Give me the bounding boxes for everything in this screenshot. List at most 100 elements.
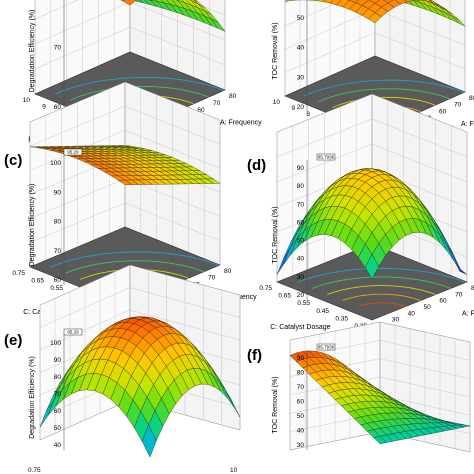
surface-panel: 20 30 40 50 60 70 80 90 TOC Removal (%) 20 30 40 50 6… [247, 93, 474, 331]
z-axis-label: TOC Removal (%) [272, 376, 279, 433]
x-tick-label: 40 [408, 310, 416, 317]
z-tick-label: 40 [54, 442, 62, 449]
z-tick-label: 60 [54, 277, 62, 284]
z-tick-label: 60 [297, 219, 305, 226]
z-tick-label: 90 [297, 165, 305, 172]
x-axis-label: A: Frequency [220, 119, 262, 126]
z-tick-label: 60 [54, 408, 62, 415]
x-tick-label: 60 [439, 298, 447, 305]
surface-cell [419, 0, 427, 2]
z-tick-label: 30 [297, 274, 305, 281]
z-tick-label: 80 [54, 219, 62, 226]
z-tick-label: 70 [54, 248, 62, 255]
surface-cell [141, 424, 157, 458]
z-tick-label: 70 [54, 45, 62, 52]
surface-cell [117, 179, 133, 185]
surface-cell [424, 0, 433, 3]
contour-line [318, 88, 450, 103]
max-value-box [316, 153, 336, 161]
z-tick-label: 30 [297, 442, 305, 449]
bottom-tick-label: 0.75 [28, 467, 41, 474]
surface-cell [412, 0, 421, 1]
y-axis-label: C: Catalyst Dosage [270, 324, 330, 331]
x-tick-label: 70 [208, 275, 216, 282]
wall-gridline [124, 105, 221, 145]
z-axis-label: Degradation Efficiency (%) [29, 184, 36, 267]
panel-letter: (e) [4, 332, 22, 349]
x-tick-label: 70 [454, 102, 462, 109]
z-tick-label: 60 [297, 399, 305, 406]
surface-panel: 30 40 50 60 70 80 90 TOC Removal (%) (f) 85.7936 [247, 321, 471, 453]
panel-letter: (f) [247, 347, 262, 364]
x-tick-label: 70 [455, 291, 463, 298]
z-axis-label: Degradation Efficiency (%) [29, 10, 36, 93]
wall-gridline [379, 340, 471, 361]
contour-line [296, 267, 467, 283]
z-tick-label: 20 [297, 104, 305, 111]
z-tick-label: 60 [54, 104, 62, 111]
z-tick-label: 90 [54, 189, 62, 196]
z-tick-label: 70 [297, 201, 305, 208]
x-tick-label: 80 [471, 285, 474, 292]
z-tick-label: 80 [297, 183, 305, 190]
surface-cell [428, 0, 440, 6]
z-tick-label: 90 [54, 357, 62, 364]
z-tick-label: 70 [54, 391, 62, 398]
contour-line [342, 293, 421, 302]
x-axis-label: A: Frequency [462, 310, 474, 317]
surface-cell [120, 0, 126, 2]
z-tick-label: 20 [297, 292, 305, 299]
x-tick-label: 70 [213, 100, 221, 107]
x-tick-label: 80 [224, 268, 232, 275]
y-tick-label: 10 [23, 97, 31, 104]
z-tick-label: 90 [297, 355, 305, 362]
surface-cell [365, 253, 379, 280]
max-value-label: 95.29 [67, 150, 79, 155]
z-tick-label: 30 [297, 74, 305, 81]
surface-cell [149, 0, 158, 2]
wall-gridline [186, 0, 226, 16]
surface-cell [194, 0, 198, 2]
y-tick-label: 10 [273, 99, 281, 106]
max-value-label: 85.7936 [318, 345, 335, 350]
x-tick-label: 50 [424, 304, 432, 311]
x-tick-label: 60 [197, 107, 205, 114]
contour-line [54, 76, 225, 95]
surface-cell [284, 0, 293, 2]
wall-gridline [34, 0, 79, 20]
x-tick-label: 60 [439, 108, 447, 115]
x-tick-label: 30 [392, 317, 400, 324]
contour-line [69, 86, 210, 101]
max-value-label: 95.29 [67, 330, 79, 335]
z-tick-label: 70 [297, 384, 305, 391]
contour-line [49, 251, 220, 268]
z-axis-label: TOC Removal (%) [272, 206, 279, 263]
wall-gridline [284, 0, 344, 27]
contour-line [303, 79, 465, 97]
contour-line [327, 285, 436, 295]
z-tick-label: 50 [297, 413, 305, 420]
x-axis-label: A: Frequency [461, 121, 474, 128]
wall-gridline [276, 118, 373, 158]
z-tick-label: 50 [297, 15, 305, 22]
max-value-box [63, 148, 83, 156]
y-tick-label: 0.35 [335, 315, 348, 322]
surface-panel: 40 50 60 70 80 90 100 Degradation Efficiency (%… [4, 264, 241, 474]
x-tick-label: 80 [469, 95, 474, 102]
wall-gridline [39, 287, 131, 328]
panel-letter: (d) [247, 157, 266, 174]
surface-cell [368, 12, 382, 24]
contour-line [64, 260, 205, 274]
contour-line [357, 302, 406, 308]
surface-cell [193, 0, 205, 8]
y-tick-label: 0.55 [50, 285, 63, 292]
bottom-tick-label: 10 [230, 467, 238, 474]
z-tick-label: 50 [54, 425, 62, 432]
surface-cell [310, 0, 319, 1]
z-tick-label: 40 [297, 256, 305, 263]
surface-cell [373, 435, 387, 445]
z-tick-label: 80 [54, 374, 62, 381]
contour-line [332, 96, 436, 108]
